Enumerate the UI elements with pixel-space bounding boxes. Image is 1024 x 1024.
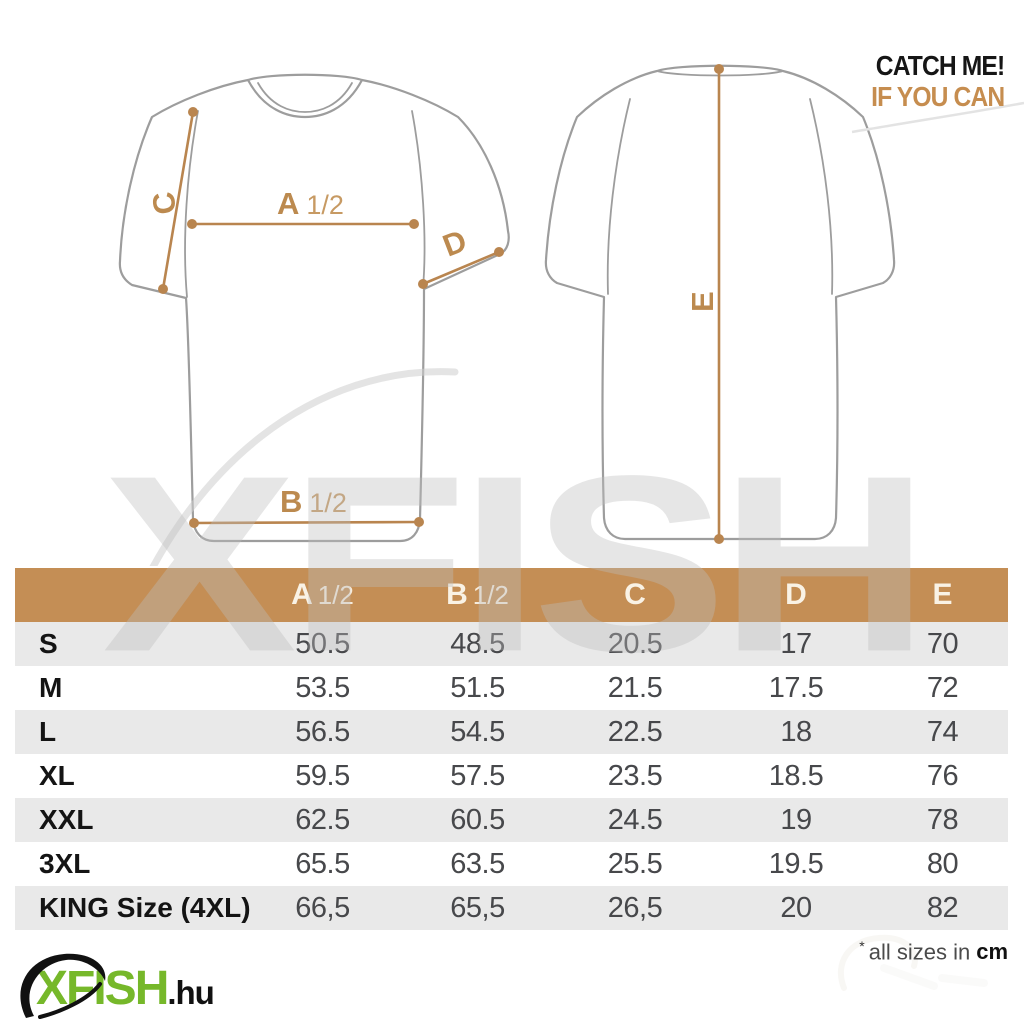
if-you-can-text: IF YOU CAN bbox=[870, 80, 1005, 112]
value-cell: 57.5 bbox=[450, 759, 505, 792]
value-cell: 21.5 bbox=[607, 671, 663, 704]
column-header-letter: B bbox=[446, 578, 468, 611]
value-cell: 23.5 bbox=[607, 759, 663, 792]
logo-swoosh-icon bbox=[20, 953, 106, 1019]
front-collar-inner bbox=[257, 82, 353, 113]
column-header-fraction: 1/2 bbox=[317, 580, 354, 610]
value-cell: 25.5 bbox=[607, 847, 663, 880]
table-row: XXL 62.5 60.5 24.5 19 78 bbox=[15, 798, 1008, 842]
value-cell: 78 bbox=[926, 803, 959, 836]
column-header-letter: D bbox=[785, 578, 807, 611]
footnote-unit: cm bbox=[976, 939, 1008, 965]
value-cell: 70 bbox=[926, 627, 959, 660]
table-header-row: A 1/2 B 1/2 C D E bbox=[15, 568, 1008, 622]
value-cell: 22.5 bbox=[607, 715, 663, 748]
value-cell: 66,5 bbox=[295, 891, 350, 924]
table-row: XL 59.5 57.5 23.5 18.5 76 bbox=[15, 754, 1008, 798]
measure-label-e: E bbox=[685, 291, 720, 312]
value-cell: 24.5 bbox=[607, 803, 663, 836]
value-cell: 65.5 bbox=[295, 847, 350, 880]
value-cell: 51.5 bbox=[450, 671, 505, 704]
value-cell: 50.5 bbox=[295, 627, 350, 660]
column-header: A 1/2 bbox=[245, 578, 400, 612]
value-cell: 72 bbox=[926, 671, 959, 704]
table-row: L 56.5 54.5 22.5 18 74 bbox=[15, 710, 1008, 754]
value-cell: 76 bbox=[926, 759, 959, 792]
value-cell: 80 bbox=[926, 847, 959, 880]
value-cell: 17 bbox=[780, 627, 812, 660]
front-armhole-seam-left bbox=[184, 110, 199, 298]
column-header-fraction: 1/2 bbox=[472, 580, 509, 610]
asterisk-mark: * bbox=[859, 938, 865, 954]
measure-endpoint-dots bbox=[158, 64, 724, 544]
measurement-annotations bbox=[158, 64, 724, 544]
value-cell: 63.5 bbox=[450, 847, 505, 880]
logo-tld: .hu bbox=[167, 974, 214, 1011]
size-cell: KING Size (4XL) bbox=[39, 892, 251, 923]
units-footnote: * all sizes in cm bbox=[859, 938, 1008, 965]
value-cell: 60.5 bbox=[450, 803, 505, 836]
table-body: S 50.5 48.5 20.5 17 70 M 53.5 51.5 21.5 17.5 72 L 56.… bbox=[15, 622, 1008, 930]
measure-label-a: A 1/2 bbox=[277, 186, 344, 221]
xfish-logo: XFISH.hu bbox=[10, 950, 250, 1020]
table-row: M 53.5 51.5 21.5 17.5 72 bbox=[15, 666, 1008, 710]
column-header-letter: E bbox=[932, 578, 953, 611]
column-header-letter: A bbox=[291, 578, 313, 611]
value-cell: 26,5 bbox=[607, 891, 663, 924]
size-cell: L bbox=[39, 716, 57, 747]
value-cell: 82 bbox=[926, 891, 959, 924]
size-cell: XXL bbox=[39, 804, 94, 835]
table-row: KING Size (4XL) 66,5 65,5 26,5 20 82 bbox=[15, 886, 1008, 930]
value-cell: 53.5 bbox=[295, 671, 350, 704]
front-collar-outer bbox=[246, 78, 364, 119]
value-cell: 18 bbox=[780, 715, 812, 748]
value-cell: 20 bbox=[780, 891, 812, 924]
value-cell: 56.5 bbox=[295, 715, 350, 748]
watermark-swoosh bbox=[149, 368, 459, 566]
column-header-letter: C bbox=[624, 578, 646, 611]
back-armhole-seam-left bbox=[606, 98, 631, 295]
tshirt-measurement-diagram: A 1/2 B 1/2 C D E bbox=[118, 64, 1024, 566]
table-row: 3XL 65.5 63.5 25.5 19.5 80 bbox=[15, 842, 1008, 886]
size-cell: 3XL bbox=[39, 848, 91, 879]
front-shirt-drawing bbox=[118, 73, 510, 543]
value-cell: 48.5 bbox=[450, 627, 505, 660]
column-header: D bbox=[715, 578, 877, 612]
column-header: E bbox=[877, 578, 1008, 612]
size-table: A 1/2 B 1/2 C D E S 50.5 48.5 20.5 17 70 M 53.5 51.5 21… bbox=[15, 568, 1008, 930]
value-cell: 54.5 bbox=[450, 715, 505, 748]
front-shirt-outline bbox=[118, 73, 510, 543]
value-cell: 62.5 bbox=[295, 803, 350, 836]
corner-ghost-line bbox=[851, 101, 1024, 134]
front-armhole-seam-right bbox=[411, 110, 426, 289]
catch-me-text: CATCH ME! bbox=[875, 50, 1005, 81]
brand-claim: CATCH ME! IF YOU CAN bbox=[870, 50, 1005, 113]
footnote-text: all sizes in bbox=[868, 939, 971, 965]
value-cell: 74 bbox=[926, 715, 959, 748]
size-cell: XL bbox=[39, 760, 75, 791]
back-armhole-seam-right bbox=[809, 98, 834, 295]
value-cell: 65,5 bbox=[450, 891, 505, 924]
measure-line-b bbox=[193, 520, 420, 525]
size-cell: S bbox=[39, 628, 58, 659]
value-cell: 19 bbox=[780, 803, 812, 836]
table-row: S 50.5 48.5 20.5 17 70 bbox=[15, 622, 1008, 666]
column-header: C bbox=[555, 578, 715, 612]
measure-label-b: B 1/2 bbox=[280, 484, 347, 519]
value-cell: 59.5 bbox=[295, 759, 350, 792]
measure-line-d bbox=[422, 250, 500, 286]
size-cell: M bbox=[39, 672, 63, 703]
measure-label-c: C bbox=[145, 190, 182, 216]
measure-line-c bbox=[161, 111, 195, 290]
column-header: B 1/2 bbox=[400, 578, 555, 612]
value-cell: 18.5 bbox=[768, 759, 824, 792]
value-cell: 20.5 bbox=[607, 627, 663, 660]
value-cell: 17.5 bbox=[768, 671, 824, 704]
value-cell: 19.5 bbox=[768, 847, 824, 880]
